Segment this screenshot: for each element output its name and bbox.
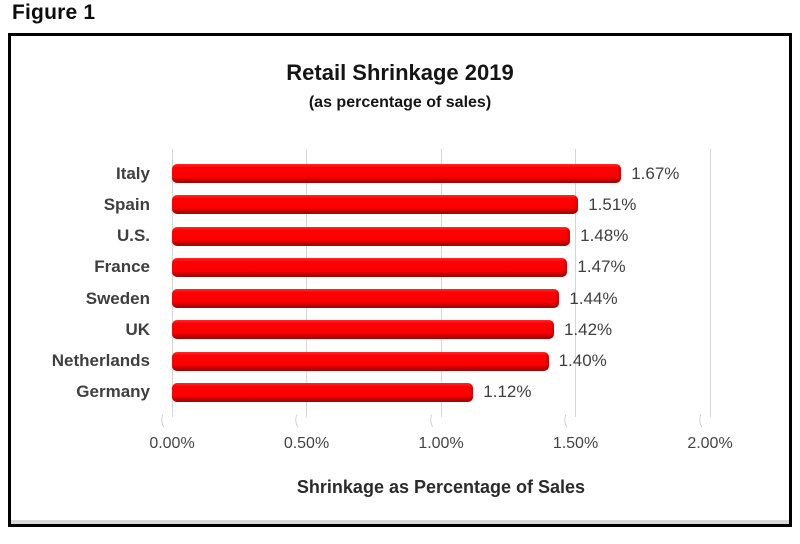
bar-row: Italy 1.67% [116,163,710,183]
gridline [157,149,176,434]
gridline [695,149,714,434]
bar-row: France 1.47% [94,257,710,277]
value-label: 1.51% [588,194,637,214]
bar-row: Netherlands 1.40% [52,351,710,371]
bar-row: Germany 1.12% [76,382,710,402]
bar [172,257,568,277]
bar-row: Spain 1.51% [104,194,710,215]
category-label: Italy [115,163,150,183]
x-tick-label: 0.00% [149,435,195,452]
gridline-hook [561,414,579,434]
x-tick-label: 0.50% [283,435,330,452]
bar [172,320,554,340]
chart-subtitle: (as percentage of sales) [308,94,492,111]
category-label: Netherlands [51,351,150,371]
chart-container: Retail Shrinkage 2019 (as percentage of … [8,33,792,527]
value-label: 1.47% [577,257,626,277]
bar [172,289,560,309]
bar-row: U.S. 1.48% [117,226,710,246]
x-tick-label: 2.00% [687,435,733,452]
value-label: 1.12% [483,382,532,402]
bar [172,164,622,183]
value-label: 1.67% [631,163,680,183]
bar [172,351,549,371]
bar [172,226,571,246]
x-axis-title: Shrinkage as Percentage of Sales [296,477,586,497]
value-label: 1.40% [558,351,607,371]
bar [172,195,579,215]
chart-title: Retail Shrinkage 2019 [286,60,514,85]
gridline [292,149,310,434]
plot-area: Italy 1.67% Spain 1.51% U.S. 1.48% France 1.47%… [52,149,733,452]
x-tick-label: 1.00% [418,435,464,452]
bar-rows: Italy 1.67% Spain 1.51% U.S. 1.48% France 1.47%… [52,149,710,417]
gridline-hook [157,414,176,434]
gridline [426,149,445,434]
gridline [561,149,579,434]
figure-label: Figure 1 [12,1,96,24]
gridline-hook [426,414,445,434]
bar-row: UK 1.42% [125,319,710,340]
gridline-hook [292,414,310,434]
value-label: 1.48% [580,226,629,246]
category-label: France [94,257,150,277]
gridline-hook [695,414,714,434]
value-label: 1.44% [569,288,618,308]
bar-row: Sweden 1.44% [86,288,710,309]
category-label: UK [125,319,150,339]
value-label: 1.42% [563,319,613,339]
category-label: Germany [76,382,150,402]
category-label: U.S. [116,226,150,246]
category-label: Spain [103,194,150,214]
x-tick-label: 1.50% [552,435,599,452]
bar [172,382,474,402]
category-label: Sweden [85,288,150,308]
